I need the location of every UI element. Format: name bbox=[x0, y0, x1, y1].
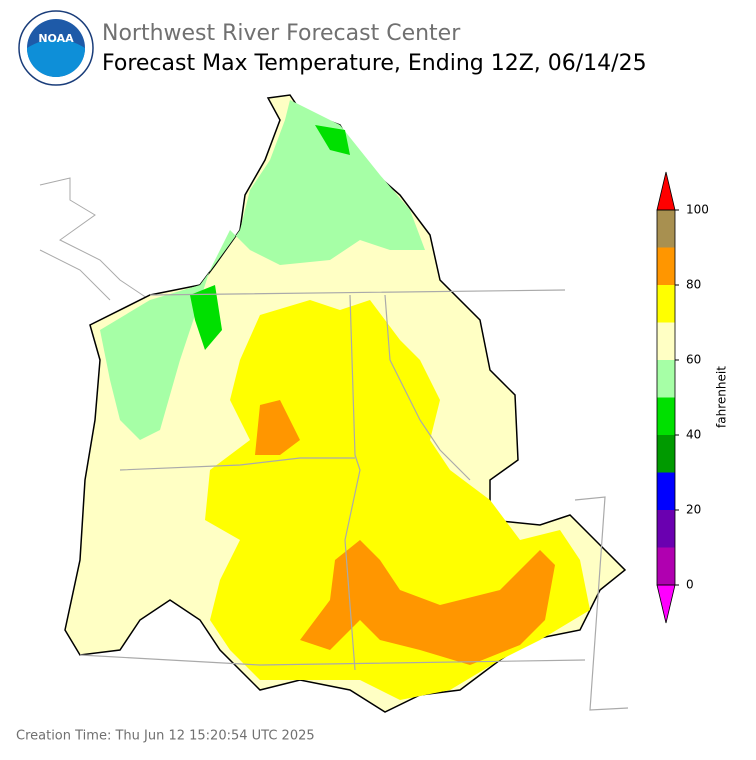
colorbar-bin bbox=[657, 547, 675, 585]
colorbar-bin bbox=[657, 360, 675, 398]
colorbar-bin bbox=[657, 322, 675, 360]
colorbar-tick-label: 20 bbox=[686, 503, 701, 517]
colorbar-under bbox=[656, 584, 676, 624]
colorbar-tick-label: 0 bbox=[686, 578, 694, 592]
map-title: Forecast Max Temperature, Ending 12Z, 06… bbox=[102, 51, 647, 76]
colorbar-bin bbox=[657, 472, 675, 510]
colorbar-bin bbox=[657, 285, 675, 323]
colorbar-tick-label: 40 bbox=[686, 428, 701, 442]
colorbar-frame bbox=[656, 209, 676, 586]
colorbar-label: fahrenheit bbox=[715, 366, 729, 428]
colorbar-bin bbox=[657, 510, 675, 548]
creation-time: Creation Time: Thu Jun 12 15:20:54 UTC 2… bbox=[16, 729, 315, 744]
colorbar-bin bbox=[657, 210, 675, 248]
colorbar-over bbox=[656, 171, 676, 211]
colorbar: 0 20 40 60 80 100 bbox=[656, 171, 709, 624]
map bbox=[39, 94, 629, 713]
org-name: Northwest River Forecast Center bbox=[102, 21, 461, 46]
colorbar-bin bbox=[657, 435, 675, 473]
colorbar-bin bbox=[657, 247, 675, 285]
colorbar-tick-label: 100 bbox=[686, 203, 709, 217]
colorbar-tick-label: 60 bbox=[686, 353, 701, 367]
colorbar-tick-label: 80 bbox=[686, 278, 701, 292]
colorbar-bin bbox=[657, 397, 675, 435]
noaa-logo: NOAA bbox=[18, 10, 94, 86]
logo-text: NOAA bbox=[38, 32, 74, 45]
